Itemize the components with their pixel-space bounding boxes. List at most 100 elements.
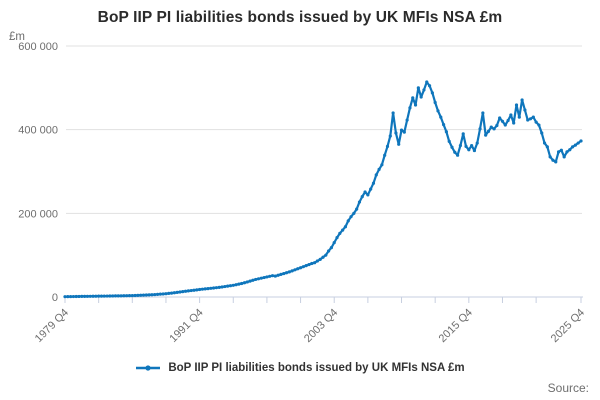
data-point-marker [240, 281, 244, 286]
data-point-marker [374, 173, 378, 177]
legend: BoP IIP PI liabilities bonds issued by U… [0, 362, 600, 374]
data-point-marker [127, 294, 132, 298]
chart-title: BoP IIP PI liabilities bonds issued by U… [97, 9, 503, 26]
data-point-marker [357, 200, 362, 204]
data-point-marker [262, 275, 266, 280]
source-label: Source: [547, 381, 589, 395]
data-point-marker [139, 293, 143, 297]
legend-label: BoP IIP PI liabilities bonds issued by U… [168, 362, 465, 374]
data-point-marker [514, 103, 519, 107]
data-point-marker [217, 285, 221, 289]
data-point-marker [91, 294, 95, 298]
data-point-marker [343, 225, 348, 229]
data-point-marker [282, 271, 286, 276]
y-tick-label: 600 000 [18, 41, 58, 53]
data-point-marker [570, 145, 575, 149]
data-point-marker [259, 276, 263, 280]
data-point-marker [509, 113, 513, 117]
data-point-marker [254, 277, 258, 282]
data-point-marker [355, 207, 359, 211]
data-point-marker [397, 142, 401, 146]
data-point-marker [147, 293, 151, 297]
data-point-marker [380, 163, 384, 167]
data-point-marker [413, 103, 418, 107]
data-point-marker [141, 293, 146, 297]
data-point-marker [458, 143, 463, 148]
data-point-marker [113, 294, 118, 298]
data-point-marker [489, 125, 493, 129]
data-point-marker [206, 286, 210, 291]
data-point-marker [416, 86, 420, 90]
data-point-marker [268, 274, 272, 278]
data-point-marker [270, 274, 275, 278]
data-point-marker [512, 121, 516, 125]
data-point-marker [450, 145, 454, 149]
data-point-marker [335, 236, 339, 240]
data-point-marker [498, 116, 502, 120]
data-point-marker [481, 111, 485, 115]
data-point-marker [284, 271, 289, 275]
data-point-marker [248, 279, 252, 283]
data-point-marker [467, 148, 471, 152]
data-point-marker [318, 257, 322, 261]
data-point-marker [562, 155, 566, 159]
data-point-marker [576, 141, 580, 145]
data-point-marker [332, 241, 336, 245]
data-point-marker [433, 100, 437, 105]
x-tick-label: 2025 Q4 [549, 307, 587, 345]
data-point-marker [276, 273, 280, 277]
data-point-marker [366, 193, 370, 197]
y-tick-label: 400 000 [18, 125, 58, 137]
data-point-marker [312, 261, 317, 265]
data-point-marker [439, 115, 443, 119]
data-point-marker [363, 190, 367, 194]
data-point-marker [212, 286, 216, 290]
data-point-marker [161, 292, 165, 296]
data-point-marker [304, 264, 308, 268]
data-point-marker [492, 127, 496, 131]
data-point-marker [63, 295, 67, 299]
data-point-marker [568, 148, 572, 152]
data-point-marker [394, 131, 398, 135]
data-point-marker [234, 283, 238, 287]
data-point-marker [122, 294, 126, 298]
data-point-marker [116, 294, 120, 298]
data-point-marker [579, 139, 583, 143]
data-point-marker [385, 144, 390, 148]
data-point-marker [399, 128, 404, 132]
data-point-marker [226, 284, 230, 288]
data-point-marker [111, 294, 115, 298]
data-point-marker [391, 111, 395, 115]
data-point-marker [158, 292, 162, 296]
y-tick-label: 200 000 [18, 208, 58, 220]
data-point-marker [150, 293, 154, 297]
legend-line-icon [136, 365, 161, 371]
data-point-marker [203, 287, 207, 291]
data-point-marker [85, 294, 90, 298]
y-axis-unit-label: £m [9, 31, 25, 43]
data-point-marker [69, 294, 73, 299]
data-point-marker [155, 292, 160, 296]
data-point-marker [223, 284, 227, 289]
data-point-marker [183, 289, 188, 293]
data-point-marker [327, 249, 331, 253]
legend-item[interactable]: BoP IIP PI liabilities bonds issued by U… [135, 362, 465, 374]
data-point-marker [565, 150, 569, 154]
data-point-marker [456, 153, 460, 157]
data-point-marker [436, 109, 440, 113]
data-point-marker [136, 293, 140, 297]
data-point-marker [478, 127, 482, 131]
data-point-marker [97, 294, 101, 298]
data-point-marker [383, 153, 387, 157]
data-point-marker [447, 139, 451, 143]
data-point-marker [528, 117, 533, 121]
data-point-marker [441, 123, 446, 127]
data-point-marker [273, 274, 277, 278]
data-point-marker [178, 290, 182, 294]
x-tick-label: 1979 Q4 [33, 307, 71, 345]
data-point-marker [94, 294, 98, 298]
data-point-marker [242, 281, 247, 285]
data-point-marker [486, 129, 491, 133]
data-point-marker [556, 150, 561, 154]
